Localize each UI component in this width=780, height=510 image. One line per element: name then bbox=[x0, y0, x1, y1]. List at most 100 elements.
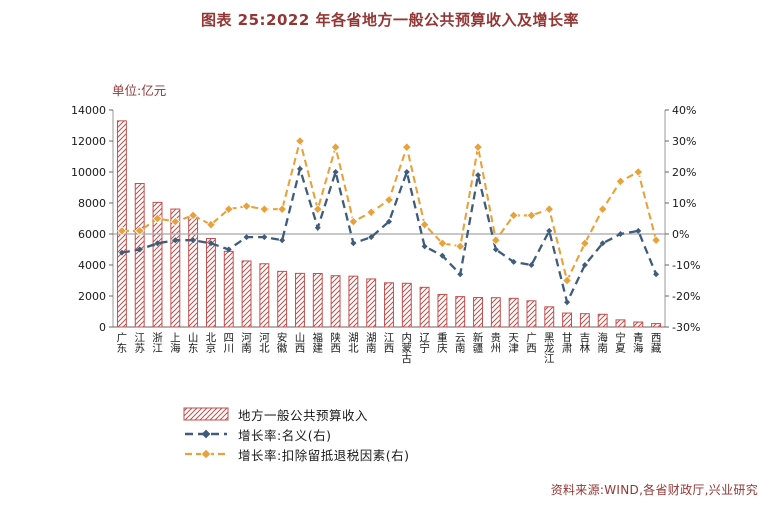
data-point-marker bbox=[332, 169, 339, 175]
revenue-bar bbox=[508, 297, 519, 328]
svg-text:8000: 8000 bbox=[78, 197, 106, 210]
data-point-marker bbox=[243, 234, 250, 241]
revenue-bar bbox=[526, 300, 537, 328]
data-point-marker bbox=[314, 224, 321, 231]
data-point-marker bbox=[617, 231, 624, 237]
svg-text:福建: 福建 bbox=[313, 331, 324, 355]
svg-text:甘肃: 甘肃 bbox=[562, 331, 573, 355]
svg-text:黑龙江: 黑龙江 bbox=[544, 332, 555, 365]
svg-text:内蒙古: 内蒙古 bbox=[402, 331, 413, 365]
data-point-marker bbox=[277, 204, 288, 215]
revenue-bar bbox=[366, 278, 377, 328]
revenue-bar bbox=[562, 312, 573, 328]
revenue-bars bbox=[116, 120, 662, 328]
data-point-marker bbox=[295, 136, 305, 146]
revenue-bar bbox=[651, 323, 662, 328]
revenue-bar bbox=[401, 282, 412, 328]
data-point-marker bbox=[312, 204, 323, 215]
svg-text:重庆: 重庆 bbox=[437, 331, 448, 355]
data-point-marker bbox=[384, 195, 394, 205]
legend-label-revenue: 地方一般公共预算收入 bbox=[238, 407, 369, 423]
data-point-marker bbox=[117, 226, 127, 236]
svg-text:30%: 30% bbox=[672, 135, 696, 148]
svg-text:-20%: -20% bbox=[672, 290, 700, 303]
legend: 地方一般公共预算收入 增长率:名义(右) 增长率:扣除留抵退税因素(右) bbox=[183, 404, 409, 464]
data-point-marker bbox=[635, 227, 642, 234]
revenue-bar bbox=[170, 208, 181, 328]
svg-text:北京: 北京 bbox=[206, 332, 217, 355]
data-point-marker bbox=[633, 167, 644, 177]
data-point-marker bbox=[510, 258, 517, 265]
legend-item-adjusted-growth: 增长率:扣除留抵退税因素(右) bbox=[183, 444, 409, 464]
data-point-marker bbox=[152, 213, 163, 224]
revenue-bar bbox=[259, 263, 270, 328]
svg-text:山东: 山东 bbox=[188, 332, 199, 355]
revenue-bar bbox=[579, 313, 590, 328]
legend-item-nominal-growth: 增长率:名义(右) bbox=[183, 424, 409, 444]
data-point-marker bbox=[136, 246, 143, 253]
data-point-marker bbox=[421, 243, 428, 250]
data-point-marker bbox=[615, 176, 626, 187]
svg-text:浙江: 浙江 bbox=[152, 332, 163, 355]
revenue-bar bbox=[473, 297, 483, 328]
data-point-marker bbox=[154, 240, 161, 247]
revenue-bar bbox=[312, 273, 323, 328]
data-point-marker bbox=[386, 218, 392, 225]
revenue-bar bbox=[544, 306, 555, 328]
data-point-marker bbox=[368, 234, 375, 241]
revenue-bar bbox=[116, 120, 127, 328]
data-point-marker bbox=[473, 142, 483, 153]
data-point-marker bbox=[190, 237, 197, 244]
data-point-marker bbox=[259, 204, 270, 215]
growth-line-adjusted bbox=[117, 136, 661, 286]
svg-text:云南: 云南 bbox=[455, 332, 466, 355]
data-point-marker bbox=[508, 210, 519, 221]
svg-text:上海: 上海 bbox=[170, 332, 181, 355]
data-point-marker bbox=[492, 246, 499, 253]
data-point-marker bbox=[455, 241, 466, 252]
data-point-marker bbox=[206, 219, 216, 230]
data-point-marker bbox=[261, 234, 268, 241]
data-point-marker bbox=[526, 210, 537, 221]
y-axis-right-labels: -30% -20% -10% 0% 10% 20% 30% 40% bbox=[672, 104, 700, 334]
nominal-line-swatch bbox=[185, 429, 227, 439]
revenue-bar bbox=[241, 260, 252, 328]
data-point-marker bbox=[172, 237, 179, 244]
revenue-bar bbox=[223, 250, 234, 328]
svg-text:宁夏: 宁夏 bbox=[615, 331, 626, 355]
revenue-bar bbox=[295, 272, 305, 328]
data-point-marker bbox=[437, 238, 448, 249]
svg-text:贵州: 贵州 bbox=[491, 331, 502, 355]
data-point-marker bbox=[475, 172, 482, 179]
data-point-marker bbox=[296, 165, 303, 172]
data-point-marker bbox=[279, 237, 286, 244]
revenue-bar bbox=[455, 296, 466, 328]
data-point-marker bbox=[330, 142, 341, 153]
legend-item-revenue: 地方一般公共预算收入 bbox=[183, 404, 409, 424]
svg-text:新疆: 新疆 bbox=[473, 331, 484, 355]
svg-text:辽宁: 辽宁 bbox=[419, 332, 430, 355]
svg-text:天津: 天津 bbox=[508, 332, 519, 355]
data-point-marker bbox=[403, 169, 410, 175]
data-point-marker bbox=[599, 240, 606, 247]
data-point-marker bbox=[651, 235, 661, 246]
svg-text:河北: 河北 bbox=[259, 332, 270, 355]
x-axis-labels: 广东江苏浙江上海山东北京四川河南河北安徽山西福建陕西湖北湖南江西内蒙古辽宁重庆云… bbox=[117, 331, 662, 365]
data-point-marker bbox=[439, 252, 446, 259]
data-point-marker bbox=[544, 204, 555, 215]
growth-line-nominal bbox=[118, 164, 660, 306]
data-point-marker bbox=[580, 238, 590, 249]
svg-text:-30%: -30% bbox=[672, 321, 700, 334]
revenue-bar bbox=[615, 319, 626, 328]
revenue-bar bbox=[348, 275, 359, 328]
svg-text:湖北: 湖北 bbox=[348, 332, 359, 355]
revenue-bar bbox=[205, 237, 216, 328]
svg-text:吉林: 吉林 bbox=[580, 332, 591, 355]
data-point-marker bbox=[597, 204, 608, 215]
svg-text:12000: 12000 bbox=[71, 135, 106, 148]
data-point-marker bbox=[350, 240, 357, 247]
svg-text:2000: 2000 bbox=[78, 290, 106, 303]
svg-text:湖南: 湖南 bbox=[366, 332, 377, 355]
